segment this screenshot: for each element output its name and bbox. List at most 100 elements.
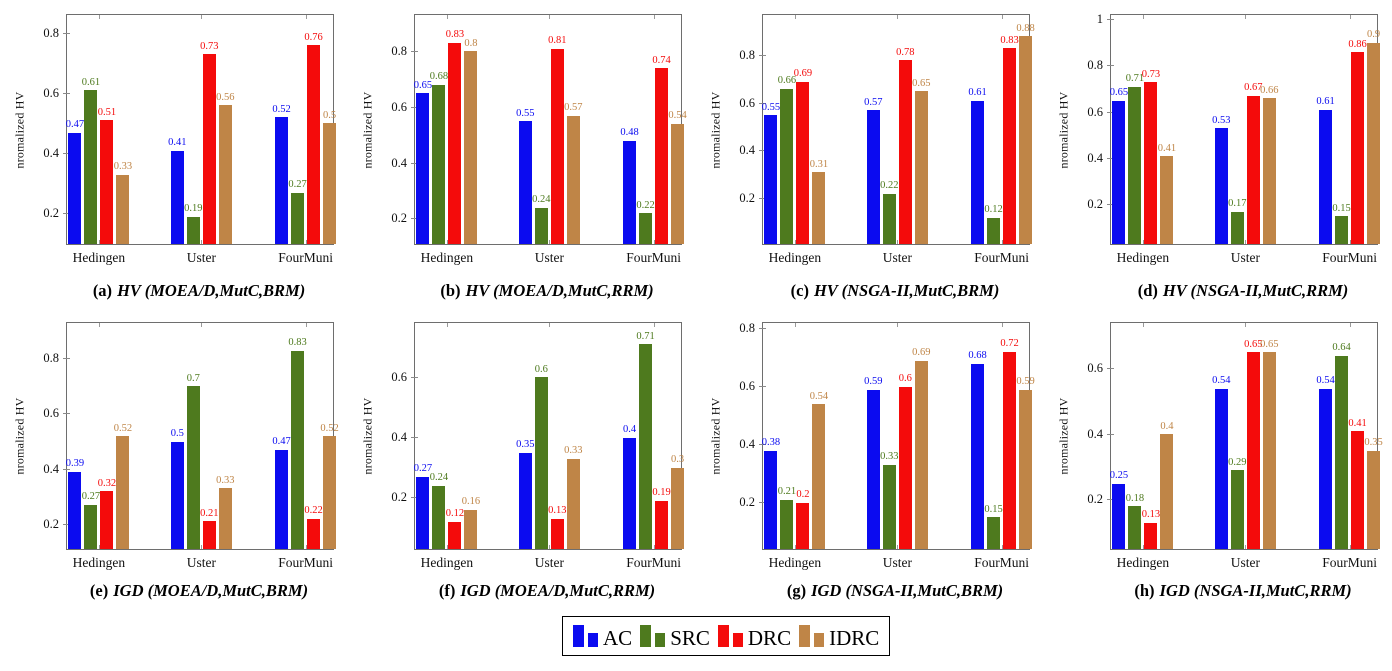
bar-drc — [796, 502, 810, 549]
x-tick-mark — [794, 15, 796, 19]
bar-value-label: 0.88 — [1016, 22, 1035, 34]
bar-idrc — [914, 360, 928, 549]
caption-index: (a) — [92, 281, 113, 300]
category-label: FourMuni — [626, 555, 681, 570]
bar-ac — [170, 441, 184, 549]
y-tick-label: 0.4 — [43, 146, 59, 161]
bar-ac — [1319, 109, 1333, 244]
bar-value-label: 0.24 — [429, 472, 449, 484]
x-tick-mark — [653, 545, 655, 549]
chart-panel-h: nromalized HV 0.2 0.4 0.6 Hedingen 0.25 0.18 0… — [1044, 310, 1392, 615]
category-label: Hedingen — [420, 250, 474, 265]
bar-value-label: 0.54 — [1316, 375, 1335, 387]
category-label: Hedingen — [768, 555, 822, 570]
bar-value-label: 0.5 — [170, 428, 184, 440]
bar-drc — [655, 500, 669, 549]
chart-caption: (b) HV (MOEA/D,MutC,RRM) — [404, 281, 690, 301]
x-tick-mark — [1245, 545, 1247, 549]
y-tick-label: 0.8 — [739, 48, 755, 63]
x-tick-mark — [549, 323, 551, 327]
bar-idrc — [1262, 352, 1276, 549]
bar-drc — [100, 491, 114, 549]
bar-ac — [68, 132, 82, 244]
x-tick-mark — [794, 240, 796, 244]
x-tick-mark — [1349, 545, 1351, 549]
bar-idrc — [218, 488, 232, 549]
bar-idrc — [218, 105, 232, 244]
bar-src — [84, 90, 98, 244]
bar-idrc — [566, 458, 580, 549]
y-tick-mark — [411, 497, 418, 499]
bar-drc — [898, 60, 912, 244]
x-tick-mark — [446, 240, 448, 244]
category-label: Hedingen — [420, 555, 474, 570]
category-label: Hedingen — [1116, 555, 1170, 570]
chart-panel-b: nromalized HV 0.2 0.4 0.6 0.8 Hedingen 0.65 0.… — [348, 0, 696, 310]
x-tick-mark — [446, 545, 448, 549]
bar-drc — [1003, 48, 1017, 244]
y-tick-label: 0.2 — [391, 211, 407, 226]
category-label: FourMuni — [278, 555, 333, 570]
bar-idrc — [1019, 36, 1033, 244]
plot-area: nromalized HV 0.2 0.4 0.6 0.8 1 Hedingen 0.65 0… — [1057, 13, 1381, 265]
bar-idrc — [812, 172, 826, 244]
chart-panel-c: nromalized HV 0.2 0.4 0.6 0.8 Hedingen 0.55 0.… — [696, 0, 1044, 310]
bar-ac — [971, 100, 985, 244]
x-tick-mark — [1349, 15, 1351, 19]
plot-area: nromalized HV 0.2 0.4 0.6 Hedingen 0.25 0.18 0… — [1057, 322, 1383, 570]
legend-swatch-icon — [588, 633, 598, 647]
plot-area: nromalized HV 0.2 0.4 0.6 0.8 Hedingen 0.39 0.… — [13, 322, 339, 570]
bar-drc — [1144, 82, 1158, 244]
bar-ac — [275, 449, 289, 549]
caption-title: HV (MOEA/D,MutC,BRM) — [117, 281, 306, 300]
x-tick-mark — [897, 545, 899, 549]
legend-entry-ac: AC — [573, 625, 633, 650]
legend-label: DRC — [747, 626, 792, 650]
bar-value-label: 0.69 — [793, 68, 813, 80]
bar-value-label: 0.71 — [636, 330, 655, 342]
bar-value-label: 0.19 — [652, 487, 671, 499]
y-tick-label: 0.4 — [43, 461, 59, 476]
y-tick-mark — [1107, 157, 1114, 159]
bar-value-label: 0.47 — [272, 436, 291, 448]
bar-idrc — [1367, 42, 1381, 244]
bar-value-label: 0.33 — [880, 451, 899, 463]
legend-entry-src: SRC — [640, 625, 710, 649]
x-tick-mark — [897, 15, 899, 19]
y-tick-label: 0.4 — [391, 155, 407, 170]
bar-value-label: 0.17 — [1228, 198, 1247, 210]
bar-value-label: 0.35 — [516, 439, 535, 451]
bar-value-label: 0.68 — [968, 350, 987, 362]
x-tick-mark — [98, 323, 100, 327]
y-tick-label: 0.6 — [43, 85, 59, 100]
bar-value-label: 0.73 — [200, 40, 219, 52]
bar-ac — [971, 363, 985, 549]
chart-caption: (e) IGD (MOEA/D,MutC,BRM) — [56, 581, 342, 601]
bar-value-label: 0.86 — [1348, 38, 1367, 50]
caption-index: (c) — [790, 281, 809, 300]
bar-value-label: 0.41 — [168, 137, 187, 149]
bar-drc — [1003, 351, 1017, 549]
legend-swatch-icon — [717, 625, 729, 647]
caption-index: (f) — [438, 581, 456, 600]
y-tick-mark — [63, 468, 70, 470]
bar-value-label: 0.65 — [1244, 338, 1263, 350]
bar-ac — [623, 437, 637, 549]
y-axis-label: nromalized HV — [708, 397, 723, 475]
bar-ac — [518, 452, 532, 549]
bar-value-label: 0.29 — [1228, 456, 1247, 468]
y-tick-mark — [1107, 368, 1114, 370]
bar-value-label: 0.39 — [65, 458, 85, 470]
x-tick-mark — [1245, 323, 1247, 327]
bar-value-label: 0.66 — [777, 75, 797, 87]
bar-drc — [796, 81, 810, 244]
bar-value-label: 0.5 — [323, 109, 337, 121]
y-tick-mark — [411, 106, 418, 108]
legend-label: AC — [603, 626, 633, 650]
bar-value-label: 0.55 — [761, 101, 781, 113]
bar-value-label: 0.81 — [548, 35, 567, 47]
plot-area: nromalized HV 0.2 0.4 0.6 0.8 Hedingen 0.47 0.… — [13, 14, 337, 265]
legend-swatch-icon — [799, 625, 811, 647]
bar-value-label: 0.24 — [532, 194, 551, 206]
category-label: Hedingen — [1116, 250, 1170, 265]
